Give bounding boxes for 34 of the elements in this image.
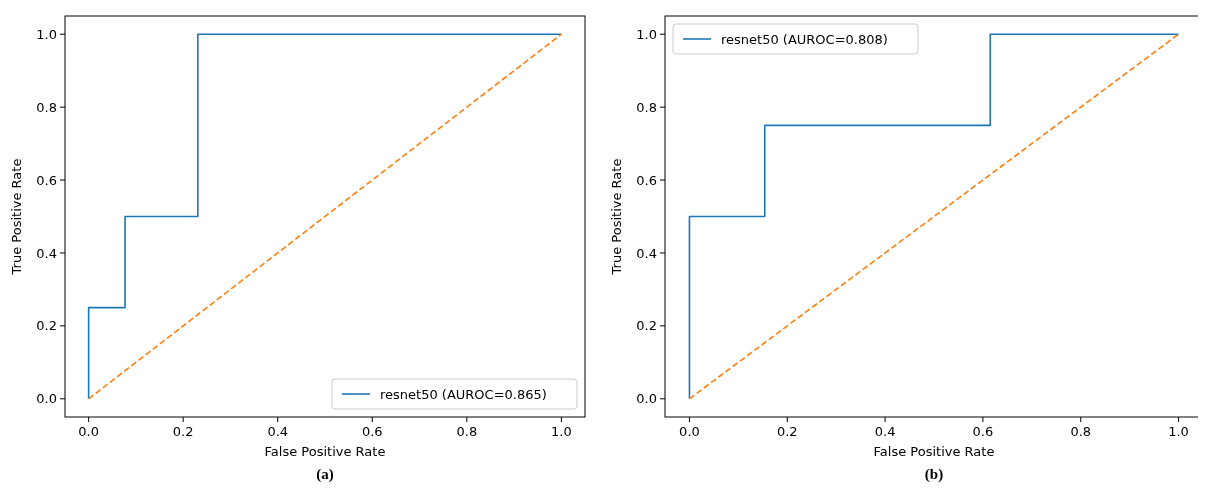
legend-label: resnet50 (AUROC=0.865) [380,386,547,402]
x-tick-label: 0.6 [361,424,383,439]
y-tick-label: 0.4 [36,245,57,261]
y-tick-label: 0.2 [636,318,657,334]
x-axis-title: False Positive Rate [264,444,386,459]
line-series [87,33,563,400]
x-tick-label: 0.8 [456,424,478,439]
y-axis-title: True Positive Rate [9,158,24,276]
x-tick-label: 0.2 [776,424,798,439]
x-tick-label: 0.0 [679,424,700,439]
x-tick-label: 0.4 [267,424,289,439]
x-tick-label: 0.0 [78,424,99,439]
x-tick-label: 0.2 [172,424,194,439]
x-tick-label: 0.8 [1070,424,1092,439]
line-series [688,33,1180,400]
legend-label: resnet50 (AUROC=0.808) [721,31,888,47]
y-tick-label: 0.6 [36,172,57,188]
y-tick-label: 0.8 [636,99,657,115]
x-tick-label: 1.0 [551,424,572,439]
x-tick-label: 0.4 [874,424,896,439]
x-axis-title: False Positive Rate [873,444,995,459]
text: (a) [316,466,334,483]
x-tick-label: 1.0 [1168,424,1189,439]
y-tick-label: 1.0 [36,26,57,42]
x-tick-label: 0.6 [972,424,994,439]
y-axis-title: True Positive Rate [609,158,624,276]
y-tick-label: 0.4 [636,245,657,261]
y-tick-label: 1.0 [636,26,657,42]
y-tick-label: 0.0 [36,391,57,407]
y-tick-label: 0.6 [636,172,657,188]
y-tick-label: 0.0 [636,391,657,407]
text: (b) [924,466,944,483]
y-tick-label: 0.8 [36,99,57,115]
y-tick-label: 0.2 [36,318,57,334]
